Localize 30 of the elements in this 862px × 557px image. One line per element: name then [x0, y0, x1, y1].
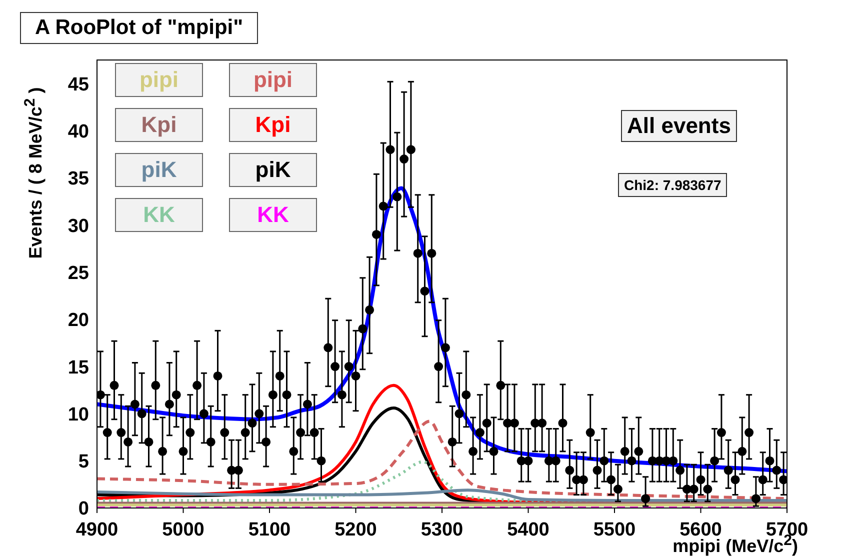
text: KK: [229, 198, 317, 232]
annotation: All events: [621, 110, 737, 142]
y-tick-label: 30: [68, 216, 89, 237]
text: Kpi: [115, 108, 203, 142]
annotation: Chi2: 7.983677: [618, 173, 728, 197]
text: piK: [115, 153, 203, 187]
y-tick-label: 25: [68, 262, 90, 284]
y-tick-label: 45: [68, 74, 90, 96]
x-tick-label: 5000: [162, 519, 204, 540]
y-tick-label: 0: [78, 498, 89, 520]
y-tick-label: 10: [68, 404, 89, 426]
y-tick-label: 35: [68, 168, 90, 190]
text: Kpi: [229, 108, 317, 142]
line-series: [97, 488, 787, 502]
line-series: [97, 420, 787, 500]
text: pipi: [229, 63, 317, 97]
x-tick-label: 5300: [420, 519, 464, 540]
text: piK: [229, 153, 317, 187]
x-tick-label: 5200: [334, 519, 377, 540]
chart-title: A RooPlot of "mpipi": [20, 12, 258, 44]
text: pipi: [115, 63, 203, 97]
y-tick-label: 5: [78, 452, 90, 473]
x-tick-label: 4900: [76, 519, 118, 540]
x-tick-label: 5100: [248, 519, 291, 540]
x-tick-label: 5500: [593, 519, 636, 540]
x-tick-label: 5400: [507, 519, 550, 540]
y-tick-label: 15: [68, 357, 90, 378]
text: KK: [115, 198, 203, 232]
y-tick-label: 20: [68, 310, 89, 332]
y-tick-label: 40: [68, 121, 89, 142]
